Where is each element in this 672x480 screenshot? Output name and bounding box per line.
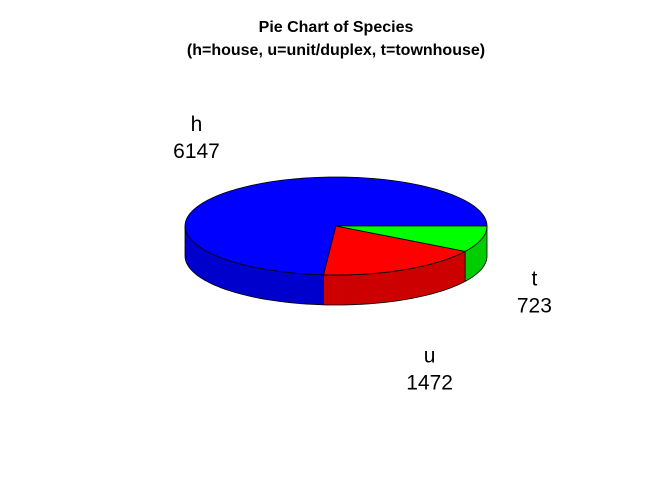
chart-subtitle: (h=house, u=unit/duplex, t=townhouse) bbox=[186, 42, 486, 59]
pie-slice-t bbox=[335, 225, 488, 252]
pie-slice-u bbox=[323, 225, 466, 276]
slice-value-h: 6147 bbox=[173, 140, 220, 163]
slice-value-u: 1472 bbox=[406, 371, 453, 394]
slice-label-u: u bbox=[424, 344, 436, 367]
slice-label-h: h bbox=[191, 113, 203, 136]
slice-label-t: t bbox=[531, 267, 537, 290]
chart-title: Pie Chart of Species bbox=[258, 19, 414, 36]
slice-value-t: 723 bbox=[517, 294, 552, 317]
